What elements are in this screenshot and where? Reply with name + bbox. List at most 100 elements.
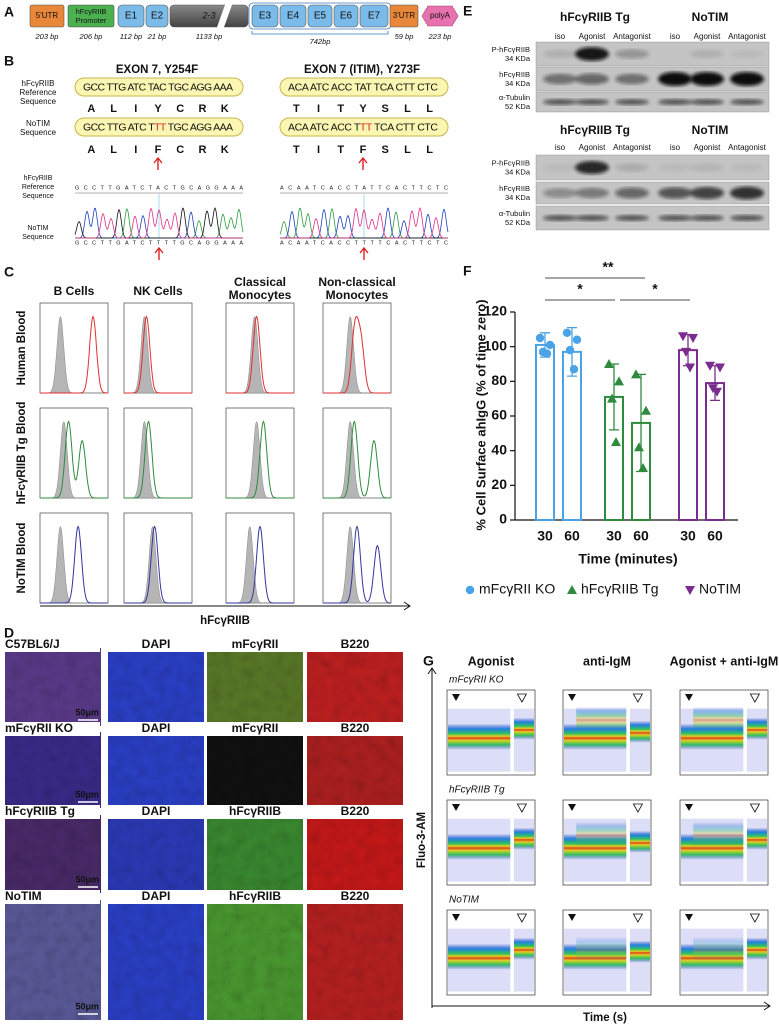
utr-box	[389, 4, 419, 28]
blot-band	[658, 163, 692, 172]
micrograph-texture	[5, 900, 101, 1020]
legend-marker	[465, 585, 475, 595]
label-backing	[307, 805, 403, 819]
label-backing	[3, 890, 100, 904]
exon-box	[279, 4, 307, 28]
bar	[562, 350, 582, 521]
flow-gap	[743, 702, 747, 774]
amino-acid: R	[198, 144, 206, 156]
label-backing	[3, 805, 100, 819]
codons: GCC TTG ATC TAC TGC AGG AAA	[83, 81, 233, 93]
exon-label: E5	[314, 11, 327, 22]
column-header: Monocytes	[229, 288, 292, 302]
blot-band	[730, 49, 764, 59]
row-label: hFcγRIIB Tg Blood	[16, 402, 28, 505]
chromatogram-trace	[74, 207, 243, 239]
arrow	[153, 156, 163, 170]
exon-title: EXON 7 (ITIM), Y273F	[304, 64, 420, 76]
x-axis-arrow	[40, 601, 411, 611]
amino-acid: L	[426, 144, 433, 156]
micrograph-texture	[207, 732, 303, 808]
significance-label: **	[603, 259, 614, 275]
stimulus-marker	[516, 913, 528, 923]
codon-part: TT	[360, 121, 373, 133]
y-tick-label: 40	[491, 441, 507, 457]
exon-box	[117, 4, 145, 28]
data-point	[607, 393, 617, 403]
histogram-frame	[123, 407, 193, 499]
exon-box	[359, 4, 389, 28]
arrow	[358, 156, 368, 170]
blot-band	[690, 49, 724, 59]
lane-label: Antagonist	[613, 143, 652, 152]
size-bracket	[251, 31, 389, 35]
blot-band	[575, 215, 609, 221]
axis-label: hFcγRIIB	[200, 615, 250, 627]
label-backing	[3, 638, 100, 652]
row-label: hFcγRIIB	[499, 70, 530, 79]
panel-label: A	[4, 4, 14, 20]
agonist-marker	[452, 914, 460, 921]
histogram-frame	[39, 407, 109, 499]
stain-histogram	[226, 420, 294, 499]
amino-acid: L	[110, 103, 117, 115]
channel-label: mFcγRII	[232, 721, 279, 735]
row-label: 34 KDa	[505, 167, 531, 176]
label-backing	[207, 805, 303, 819]
column-header: anti-IgM	[583, 654, 631, 668]
amino-acid: T	[337, 144, 344, 156]
channel-label: DAPI	[142, 889, 171, 903]
data-point	[705, 361, 715, 371]
agonist-marker	[685, 694, 693, 701]
stimulus-marker	[632, 693, 644, 703]
size-label: 1133 bp	[196, 32, 223, 41]
flow-gap	[510, 702, 514, 774]
blot-band	[575, 160, 609, 175]
x-tick-label: 60	[707, 528, 723, 544]
row-label: Sequence	[20, 128, 57, 137]
row-label: P-hFcγRIIB	[492, 158, 530, 167]
blot-band	[615, 215, 649, 221]
flow-activation	[576, 821, 627, 846]
sequence-box	[279, 117, 449, 137]
channel-label: B220	[341, 721, 370, 735]
stain-histogram	[40, 315, 108, 394]
lane-label: Agonist	[579, 143, 606, 152]
blot-band	[658, 99, 692, 105]
y-tick-label: 80	[491, 372, 507, 388]
x-tick-label: 30	[606, 528, 622, 544]
blot-band	[615, 73, 649, 85]
lane-label: Agonist	[694, 143, 721, 152]
histogram-frame	[225, 512, 295, 604]
amino-acid: A	[87, 144, 95, 156]
size-label: 59 bp	[395, 32, 414, 41]
channel-label: hFcγRIIB	[229, 889, 281, 903]
flow-band	[448, 833, 512, 860]
blot-band	[543, 188, 577, 198]
stain-histogram	[40, 525, 108, 604]
micrograph-texture	[5, 815, 101, 893]
channel-label: DAPI	[142, 721, 171, 735]
promoter-label: hFcγRIIB	[76, 7, 107, 16]
trace-sequence: ACAATCACCTATTCACTTCTC	[280, 185, 448, 191]
row-label: NoTIM	[449, 895, 480, 906]
bar	[678, 349, 698, 521]
exon-label: E3	[259, 11, 272, 22]
codon-part: TGC AGG AAA	[166, 121, 233, 133]
x-axis-label: Time (minutes)	[578, 551, 677, 567]
data-point	[535, 333, 545, 343]
row-label: P-hFcγRIIB	[492, 45, 530, 54]
flow-band	[629, 720, 650, 743]
amino-acid: Y	[154, 103, 162, 115]
y-tick-label: 0	[499, 511, 507, 527]
row-label: Reference	[22, 184, 54, 191]
y-axis-arrow	[427, 667, 437, 1008]
micrograph-texture	[307, 732, 403, 808]
blot-band	[690, 163, 724, 172]
x-tick-label: 30	[537, 528, 553, 544]
lane-label: Antagonist	[728, 143, 767, 152]
amino-acid: L	[404, 103, 411, 115]
y-tick-label: 60	[491, 407, 507, 423]
amino-acid: K	[221, 144, 229, 156]
row-label: 52 KDa	[505, 218, 531, 227]
